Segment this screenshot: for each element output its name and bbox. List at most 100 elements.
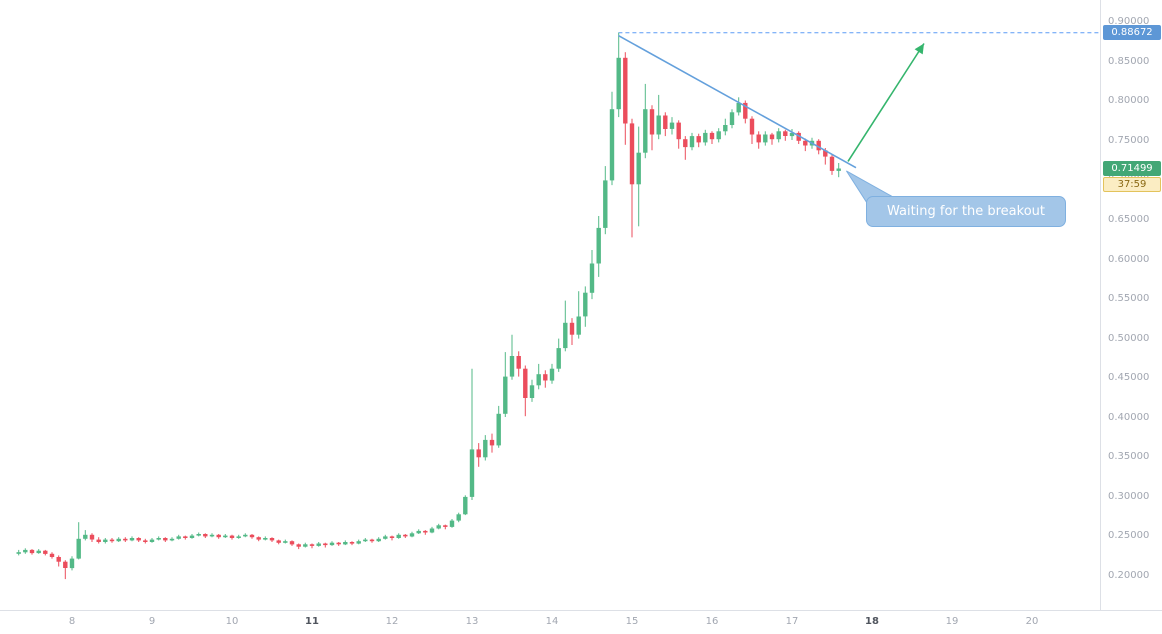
candle-body	[756, 134, 761, 143]
candle-body	[663, 115, 668, 129]
candle-body	[689, 136, 695, 148]
candle-body	[323, 543, 328, 546]
candle-body	[69, 558, 75, 569]
candle-body	[463, 496, 468, 515]
candle-body	[576, 316, 581, 335]
candle-body	[296, 544, 301, 547]
candle-body	[443, 525, 448, 527]
candle-body	[276, 540, 281, 543]
breakout-arrow-head	[914, 43, 924, 55]
candle-body	[189, 535, 195, 538]
candle-body	[29, 549, 35, 554]
candle-body	[749, 118, 755, 135]
candle-body	[609, 109, 615, 181]
candle-body	[789, 132, 795, 137]
candle-body	[369, 539, 375, 542]
time-axis[interactable]: 8 9 10 11 12 13 14 15 16 17 18 19 20	[0, 610, 1162, 634]
descending-trendline[interactable]	[618, 34, 857, 169]
candle-body	[649, 109, 655, 135]
candle-body	[683, 139, 688, 148]
candle-body	[603, 180, 608, 228]
candle-body	[803, 140, 808, 146]
price-axis[interactable]: 0.88672 0.71499 37:59 0.90000 0.85000 0.80…	[1100, 0, 1162, 634]
candle-body	[769, 134, 775, 140]
price-axis-label: 0.75000	[1108, 135, 1150, 146]
candle-body	[783, 131, 788, 136]
candle-body	[623, 57, 628, 124]
candle-body	[629, 123, 635, 185]
candle-body	[56, 557, 61, 562]
time-axis-label: 13	[465, 616, 479, 627]
candle-body	[376, 538, 381, 542]
candle-body	[136, 538, 141, 541]
candle-body	[143, 540, 148, 542]
price-axis-label: 0.50000	[1108, 333, 1150, 344]
price-axis-label: 0.20000	[1108, 570, 1150, 581]
candle-body	[269, 538, 275, 541]
candle-body	[716, 131, 721, 140]
candle-body	[156, 538, 161, 540]
candle-body	[703, 132, 708, 143]
price-axis-label: 0.30000	[1108, 491, 1150, 502]
price-axis-label: 0.35000	[1108, 451, 1150, 462]
time-axis-label: 16	[705, 616, 719, 627]
last-price-tag: 0.71499	[1103, 161, 1161, 176]
candle-body	[169, 538, 175, 541]
candle-body	[16, 552, 21, 554]
candle-body	[736, 102, 741, 113]
candle-body	[429, 528, 435, 533]
chart-plot-area[interactable]: Waiting for the breakout	[0, 0, 1100, 610]
candle-body	[476, 449, 481, 458]
candle-body	[243, 534, 248, 537]
candle-body	[776, 131, 781, 140]
time-axis-label: 10	[225, 616, 239, 627]
candle-body	[449, 520, 455, 527]
candle-body	[616, 57, 621, 110]
candle-body	[436, 525, 441, 529]
candle-body	[303, 544, 308, 547]
time-axis-label: 12	[385, 616, 399, 627]
candle-body	[709, 132, 715, 140]
time-axis-label: 9	[148, 616, 156, 627]
callout-note[interactable]: Waiting for the breakout	[866, 196, 1066, 227]
candle-body	[89, 534, 95, 540]
candle-body	[516, 356, 521, 369]
candle-body	[203, 534, 208, 537]
candle-body	[256, 537, 261, 540]
price-axis-label: 0.85000	[1108, 56, 1150, 67]
candle-body	[396, 534, 401, 538]
candle-body	[816, 140, 821, 151]
candle-body	[43, 550, 48, 554]
candle-body	[529, 385, 535, 398]
candle-body	[456, 514, 461, 521]
candlestick-chart[interactable]	[0, 0, 1100, 610]
candle-body	[536, 374, 541, 386]
time-axis-label: 15	[625, 616, 639, 627]
price-axis-label: 0.60000	[1108, 254, 1150, 265]
candle-body	[729, 112, 735, 125]
candle-body	[123, 538, 128, 541]
candle-body	[503, 376, 508, 414]
candle-body	[483, 439, 488, 458]
candle-body	[389, 536, 395, 538]
time-axis-label: 20	[1025, 616, 1039, 627]
time-axis-label: 18	[865, 616, 879, 627]
candle-body	[676, 122, 681, 140]
candle-body	[83, 534, 88, 539]
candle-body	[596, 227, 601, 264]
candle-body	[383, 536, 388, 539]
bar-countdown-tag: 37:59	[1103, 177, 1161, 192]
price-axis-label: 0.55000	[1108, 293, 1150, 304]
breakout-arrow[interactable]	[847, 43, 925, 162]
time-axis-label: 17	[785, 616, 799, 627]
candle-body	[36, 550, 41, 554]
candle-body	[103, 539, 108, 542]
candle-body	[96, 539, 101, 542]
candle-body	[416, 530, 421, 534]
candle-body	[696, 136, 701, 143]
candle-body	[489, 439, 495, 446]
candle-body	[423, 530, 428, 533]
candle-body	[223, 535, 228, 538]
price-axis-label: 0.40000	[1108, 412, 1150, 423]
candle-body	[23, 549, 28, 553]
